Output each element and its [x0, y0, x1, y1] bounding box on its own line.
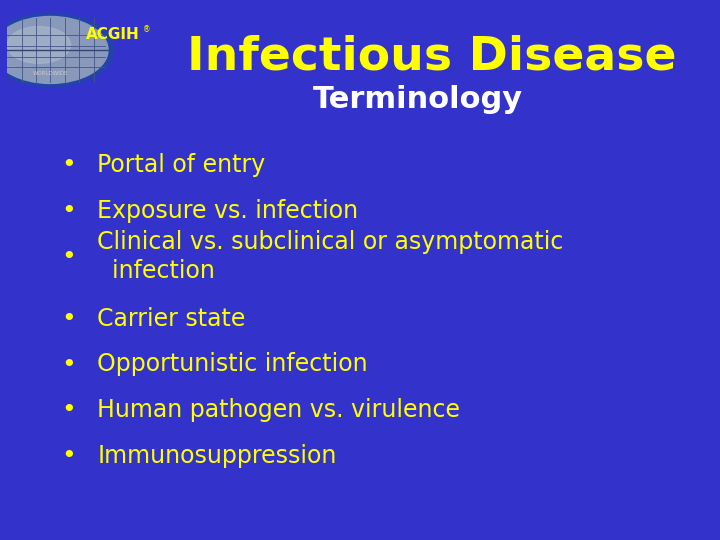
Text: ACGIH: ACGIH: [86, 28, 140, 42]
Text: WORLDWIDE: WORLDWIDE: [32, 71, 68, 76]
Text: •: •: [61, 245, 76, 268]
Text: Terminology: Terminology: [312, 85, 523, 114]
Text: Human pathogen vs. virulence: Human pathogen vs. virulence: [97, 399, 460, 422]
Text: Clinical vs. subclinical or asymptomatic
  infection: Clinical vs. subclinical or asymptomatic…: [97, 230, 564, 284]
Text: Portal of entry: Portal of entry: [97, 153, 266, 177]
Text: •: •: [61, 444, 76, 468]
Text: •: •: [61, 353, 76, 376]
Text: ®: ®: [143, 25, 150, 34]
Text: •: •: [61, 153, 76, 177]
Text: Infectious Disease: Infectious Disease: [187, 34, 677, 79]
Circle shape: [0, 16, 108, 84]
Text: •: •: [61, 199, 76, 222]
Text: Opportunistic infection: Opportunistic infection: [97, 353, 368, 376]
Circle shape: [7, 26, 71, 63]
Circle shape: [0, 13, 114, 87]
Text: Carrier state: Carrier state: [97, 307, 246, 330]
Text: •: •: [61, 399, 76, 422]
Text: Immunosuppression: Immunosuppression: [97, 444, 336, 468]
Text: •: •: [61, 307, 76, 330]
Text: Exposure vs. infection: Exposure vs. infection: [97, 199, 359, 222]
